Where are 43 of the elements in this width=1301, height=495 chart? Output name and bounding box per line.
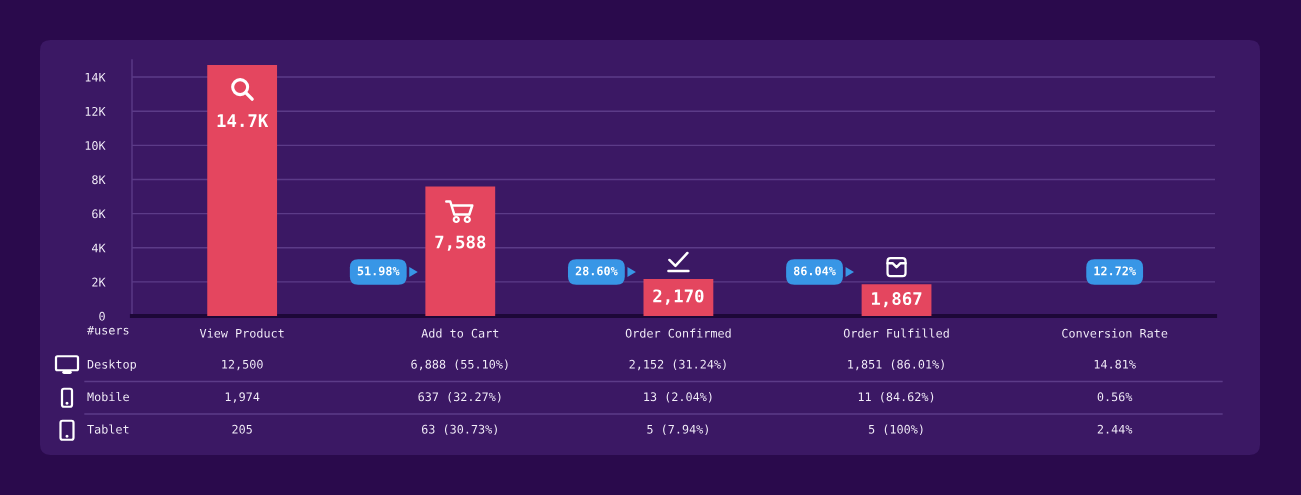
- text: 2,152 (31.24%): [629, 359, 726, 371]
- x-tick-label: Add to Cart: [421, 328, 499, 338]
- bar: [207, 65, 278, 316]
- annotation: 86.04%: [793, 266, 836, 276]
- data-label: 2,170: [653, 289, 704, 305]
- category-label: Desktop: [87, 359, 137, 371]
- text: 12,500: [222, 359, 263, 371]
- category-label: Tablet: [87, 424, 129, 434]
- text: 6,888 (55.10%): [411, 359, 508, 371]
- y-tick-label: 8K: [92, 175, 106, 185]
- text: 14.81%: [1094, 359, 1136, 369]
- y-tick-label: 4K: [91, 243, 106, 253]
- y-tick-label: 10K: [85, 141, 106, 151]
- category-label: Mobile: [87, 392, 129, 402]
- text: 13 (2.04%): [644, 392, 712, 403]
- y-tick-label: 6K: [92, 209, 106, 219]
- y-tick-label: 12K: [85, 106, 106, 116]
- y-tick-label: 14K: [85, 72, 106, 82]
- y-tick-label: 0: [99, 311, 105, 321]
- bar: [425, 186, 496, 316]
- text: 1,974: [225, 392, 260, 403]
- x-tick-label: Order Fulfilled: [843, 328, 949, 338]
- text: 2.44%: [1097, 424, 1133, 434]
- data-label: 7,588: [435, 235, 486, 251]
- annotation: 51.98%: [357, 266, 400, 276]
- text: 1,851 (86.01%): [848, 359, 944, 371]
- data-label: 14.7K: [217, 114, 269, 127]
- annotation: 12.72%: [1094, 266, 1136, 276]
- text: #users: [87, 325, 129, 335]
- x-tick-label: View Product: [199, 328, 284, 338]
- text: 0.56%: [1097, 392, 1133, 402]
- text: 63 (30.73%): [421, 424, 497, 436]
- x-tick-label: Order Confirmed: [625, 328, 731, 338]
- y-tick-label: 2K: [92, 277, 106, 287]
- x-tick-label: Conversion Rate: [1062, 328, 1168, 338]
- text: 5 (7.94%): [647, 424, 708, 436]
- text: 11 (84.62%): [858, 392, 934, 403]
- annotation: 28.60%: [575, 266, 618, 276]
- text: 205: [232, 424, 252, 434]
- text: 637 (32.27%): [418, 392, 501, 403]
- data-label: 1,867: [872, 291, 922, 308]
- text: 5 (100%): [868, 424, 923, 436]
- bar: [643, 278, 714, 316]
